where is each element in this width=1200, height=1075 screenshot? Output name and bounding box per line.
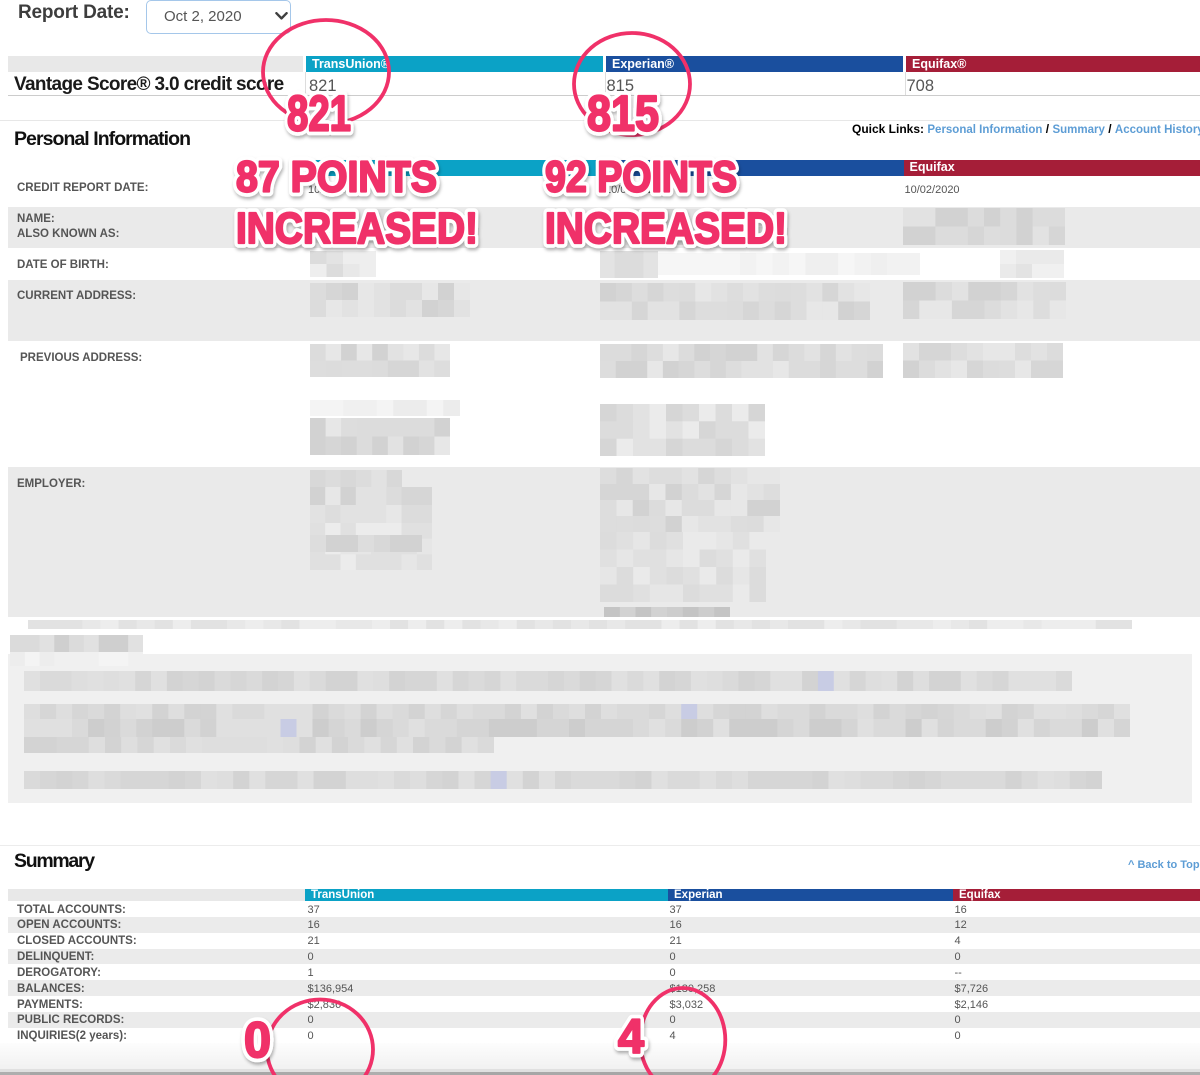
svg-text:0: 0: [244, 1012, 271, 1068]
svg-text:815: 815: [587, 86, 659, 142]
svg-text:0: 0: [244, 1012, 271, 1068]
svg-text:821: 821: [287, 86, 351, 142]
svg-text:87 POINTS: 87 POINTS: [236, 153, 437, 202]
svg-text:INCREASED!: INCREASED!: [236, 204, 478, 253]
svg-text:821: 821: [287, 86, 351, 142]
svg-text:INCREASED!: INCREASED!: [545, 204, 787, 253]
svg-text:4: 4: [618, 1010, 644, 1064]
svg-text:INCREASED!: INCREASED!: [236, 204, 478, 253]
svg-text:INCREASED!: INCREASED!: [545, 204, 787, 253]
svg-text:87 POINTS: 87 POINTS: [236, 153, 437, 202]
svg-text:92 POINTS: 92 POINTS: [545, 153, 737, 202]
svg-text:4: 4: [618, 1010, 644, 1064]
svg-text:92 POINTS: 92 POINTS: [545, 153, 737, 202]
svg-text:815: 815: [587, 86, 659, 142]
